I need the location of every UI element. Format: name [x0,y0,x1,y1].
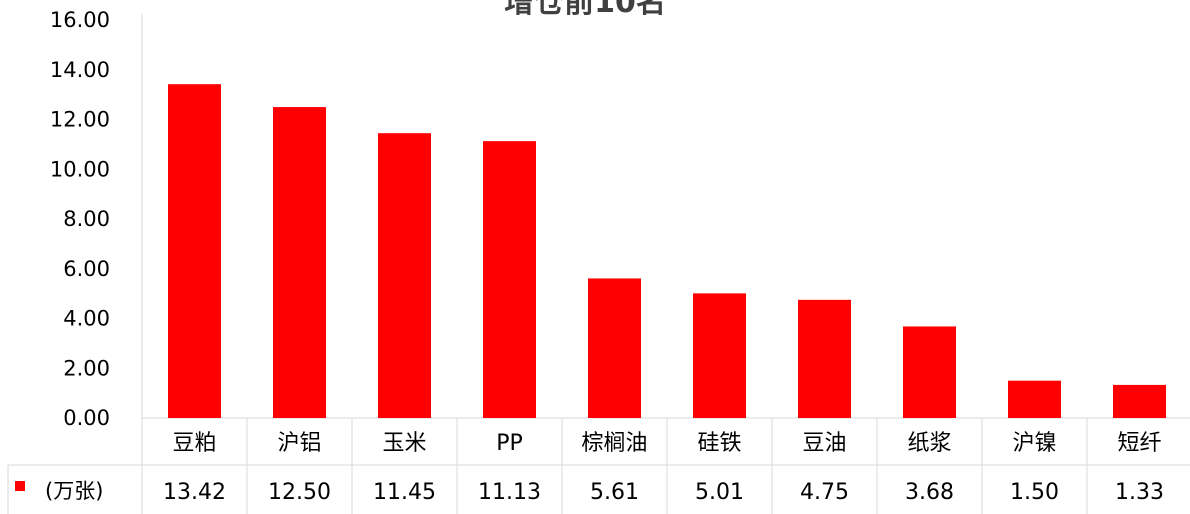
y-tick-label: 12.00 [50,108,110,132]
bar [1113,384,1166,418]
chart-title: 增仓前10名 [504,0,666,20]
category-label: 棕榈油 [581,431,647,456]
y-tick-label: 14.00 [50,58,110,82]
category-label: PP [496,431,523,456]
y-tick-label: 8.00 [63,207,110,231]
bar [588,278,641,418]
value-label: 1.50 [1010,480,1059,505]
category-label: 豆粕 [172,431,216,456]
category-label: 玉米 [382,431,426,456]
y-tick-label: 0.00 [63,406,110,430]
y-tick-label: 6.00 [63,257,110,281]
bar [273,107,326,418]
category-label: 豆油 [802,431,846,456]
value-label: 12.50 [268,480,331,505]
bar [693,293,746,418]
value-label: 4.75 [800,480,849,505]
legend-swatch [15,481,25,491]
category-label: 沪镍 [1012,431,1056,456]
bar [1008,380,1061,418]
category-label: 沪铝 [277,431,321,456]
bar [798,299,851,418]
category-label: 硅铁 [697,431,741,456]
legend-label: (万张) [45,479,103,503]
y-tick-label: 2.00 [63,356,110,380]
value-label: 3.68 [905,480,954,505]
value-label: 1.33 [1115,480,1164,505]
value-label: 11.45 [373,480,436,505]
y-tick-label: 10.00 [50,157,110,181]
bar [168,84,221,419]
y-tick-label: 4.00 [63,307,110,331]
y-tick-label: 16.00 [50,8,110,32]
bar [378,133,431,418]
value-label: 5.01 [695,480,744,505]
value-label: 5.61 [590,480,639,505]
category-label: 纸浆 [907,431,951,456]
bar [903,326,956,418]
bar [483,141,536,419]
category-label: 短纤 [1117,431,1161,456]
value-label: 11.13 [478,480,541,505]
value-label: 13.42 [163,480,226,505]
